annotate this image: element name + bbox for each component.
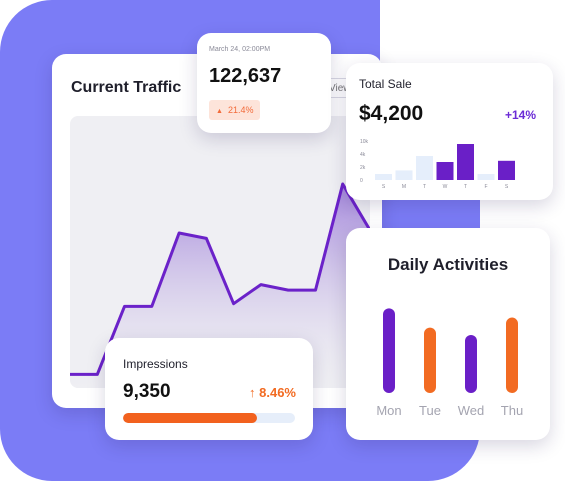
- sale-bar: [477, 174, 495, 180]
- sale-x-tick: W: [443, 184, 448, 190]
- stat-change-text: 21.4%: [227, 105, 254, 115]
- traffic-series-line: [70, 182, 370, 376]
- impressions-progress-track: [123, 413, 295, 423]
- impressions-card: Impressions 9,350 ↑ 8.46%: [105, 338, 313, 440]
- total-sale-value: $4,200: [359, 102, 424, 125]
- total-sale-card: Total Sale $4,200 +14% 10k 4k 2k 0 S M T W T F S: [346, 63, 553, 200]
- impressions-change: ↑ 8.46%: [249, 385, 296, 400]
- stat-date: March 24, 02:00PM: [209, 46, 271, 53]
- total-sale-change: +14%: [504, 108, 536, 122]
- daily-bar: [506, 317, 518, 393]
- sale-x-tick: S: [382, 184, 386, 190]
- total-sale-bar-chart: 10k 4k 2k 0 S M T W T F S: [360, 139, 515, 190]
- sale-x-tick: T: [423, 184, 426, 190]
- daily-x-tick: Thu: [501, 403, 523, 418]
- impressions-change-text: 8.46%: [259, 385, 296, 400]
- triangle-up-icon: ▲: [216, 108, 223, 115]
- daily-x-tick: Wed: [458, 403, 485, 418]
- impressions-progress-fill: [123, 413, 258, 423]
- traffic-area-fill: [70, 184, 370, 388]
- stat-value: 122,637: [209, 65, 282, 87]
- sale-x-tick: F: [484, 184, 487, 190]
- daily-activities-bar-chart: Mon Tue Wed Thu: [376, 308, 523, 418]
- sale-x-tick: M: [402, 184, 406, 190]
- daily-activities-card: Daily Activities Mon Tue Wed Thu: [346, 228, 550, 440]
- daily-bar: [465, 335, 477, 393]
- sale-x-tick: S: [505, 184, 509, 190]
- daily-x-tick: Mon: [376, 403, 401, 418]
- sale-bar: [416, 156, 433, 180]
- sale-bar: [457, 144, 474, 180]
- sale-bar: [395, 170, 413, 180]
- sale-bar: [436, 162, 454, 180]
- sale-y-tick: 4k: [360, 152, 366, 158]
- daily-activities-title: Daily Activities: [387, 255, 509, 274]
- daily-bar: [383, 308, 395, 393]
- sale-x-tick: T: [464, 184, 467, 190]
- total-sale-title: Total Sale: [359, 77, 412, 91]
- impressions-title: Impressions: [123, 357, 188, 371]
- background-cutout: [380, 0, 565, 70]
- daily-bar: [424, 327, 436, 393]
- current-traffic-title: Current Traffic: [71, 79, 182, 96]
- daily-x-tick: Tue: [419, 403, 441, 418]
- sale-y-tick: 2k: [360, 165, 366, 171]
- traffic-stat-card: March 24, 02:00PM 122,637 ▲ 21.4%: [197, 33, 331, 133]
- sale-bar: [375, 174, 392, 180]
- sale-y-tick: 0: [360, 178, 363, 184]
- sale-y-tick: 10k: [360, 139, 369, 145]
- stat-change-badge: ▲ 21.4%: [209, 100, 261, 120]
- traffic-area-chart: [70, 182, 370, 388]
- arrow-up-icon: ↑: [249, 385, 256, 400]
- impressions-value: 9,350: [123, 381, 171, 402]
- sale-bar: [498, 160, 515, 180]
